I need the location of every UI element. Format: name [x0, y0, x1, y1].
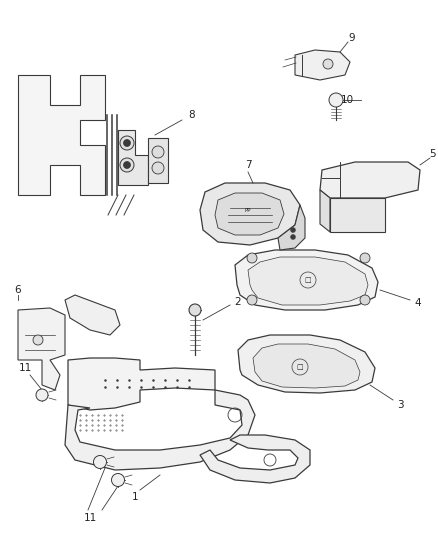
Circle shape	[360, 253, 370, 263]
Text: 2: 2	[235, 297, 241, 307]
Polygon shape	[118, 130, 148, 185]
Text: □: □	[297, 364, 303, 370]
Text: 1: 1	[132, 492, 138, 502]
Text: 10: 10	[340, 95, 353, 105]
Polygon shape	[65, 390, 255, 470]
Polygon shape	[253, 344, 360, 388]
Circle shape	[36, 389, 48, 401]
Circle shape	[112, 473, 124, 487]
Polygon shape	[18, 75, 105, 195]
Text: 11: 11	[83, 513, 97, 523]
Polygon shape	[200, 435, 310, 483]
Text: 7: 7	[245, 160, 251, 170]
Text: 5: 5	[430, 149, 436, 159]
Polygon shape	[295, 50, 350, 80]
Polygon shape	[320, 190, 330, 232]
Polygon shape	[235, 250, 378, 310]
Polygon shape	[215, 193, 284, 235]
Text: 6: 6	[15, 285, 21, 295]
Circle shape	[329, 93, 343, 107]
Polygon shape	[68, 358, 215, 410]
Text: 11: 11	[18, 363, 32, 373]
Circle shape	[247, 295, 257, 305]
Circle shape	[360, 295, 370, 305]
Circle shape	[152, 162, 164, 174]
Circle shape	[247, 253, 257, 263]
Circle shape	[120, 136, 134, 150]
Text: PP: PP	[245, 207, 251, 213]
Polygon shape	[278, 205, 305, 250]
Text: □: □	[305, 277, 311, 283]
Text: 9: 9	[349, 33, 355, 43]
Text: 8: 8	[189, 110, 195, 120]
Circle shape	[124, 140, 131, 147]
Circle shape	[189, 304, 201, 316]
Circle shape	[152, 146, 164, 158]
Circle shape	[93, 456, 106, 469]
Text: 3: 3	[397, 400, 403, 410]
Polygon shape	[238, 335, 375, 393]
Circle shape	[124, 161, 131, 168]
Polygon shape	[320, 162, 420, 198]
Circle shape	[120, 158, 134, 172]
Polygon shape	[200, 183, 300, 245]
Circle shape	[33, 335, 43, 345]
Circle shape	[290, 228, 296, 232]
Circle shape	[290, 235, 296, 239]
Circle shape	[323, 59, 333, 69]
Polygon shape	[65, 295, 120, 335]
Polygon shape	[248, 257, 368, 305]
Polygon shape	[330, 198, 385, 232]
Text: 4: 4	[415, 298, 421, 308]
Polygon shape	[18, 308, 65, 390]
Polygon shape	[148, 138, 168, 183]
